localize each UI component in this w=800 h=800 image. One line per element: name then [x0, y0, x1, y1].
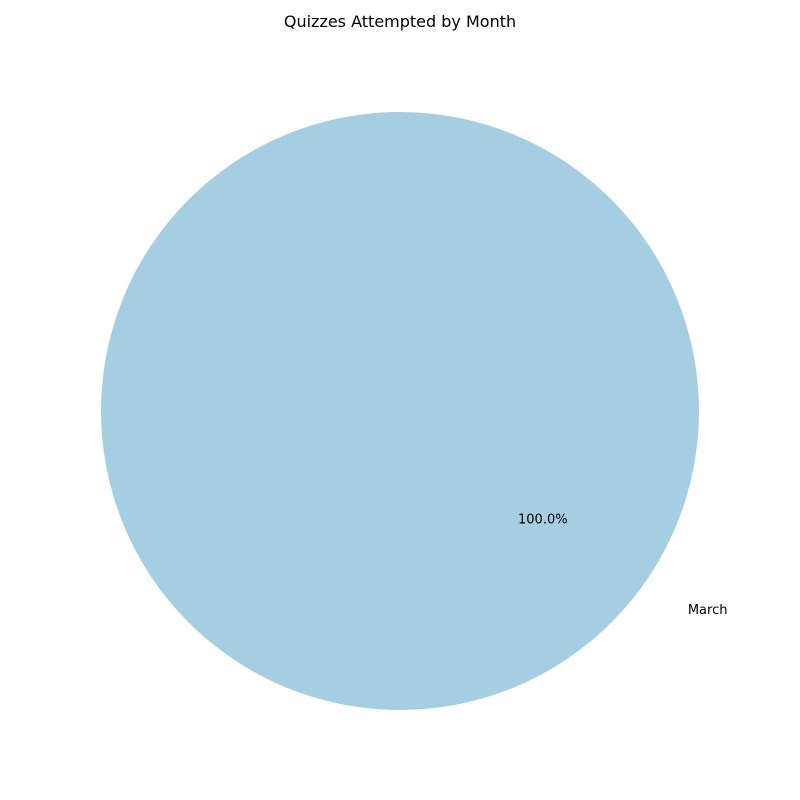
- slice-percent-label: 100.0%: [518, 513, 568, 528]
- pie-slice-march: [101, 112, 699, 710]
- slice-label: March: [688, 603, 728, 618]
- chart-title: Quizzes Attempted by Month: [283, 12, 517, 31]
